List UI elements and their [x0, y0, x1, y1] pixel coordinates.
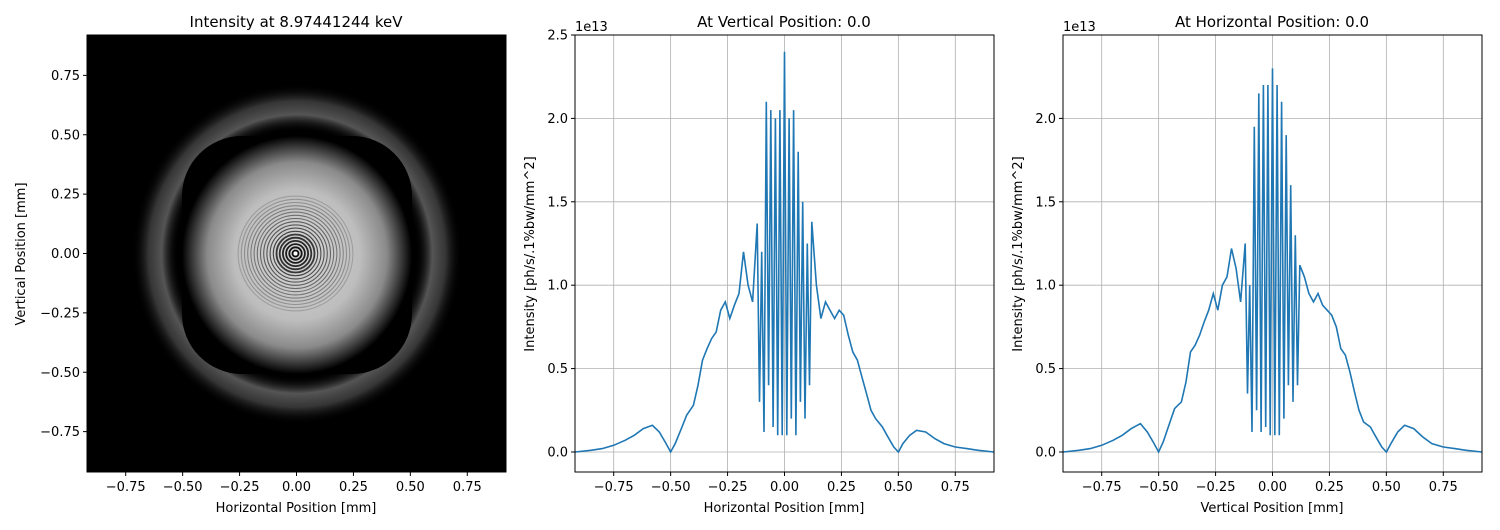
vertical-cut-y-tick-label: 1.5	[547, 195, 568, 210]
heatmap-ring	[243, 201, 348, 306]
heatmap-ring	[266, 224, 325, 283]
heatmap-ring	[263, 221, 328, 286]
heatmap-y-ticks: −0.75 −0.50 −0.25 0.00 0.25 0.50 0.75	[40, 69, 87, 440]
vertical-cut-offset-text: 1e13	[575, 20, 608, 35]
horizontal-cut-x-tick-label: 0.00	[1258, 480, 1287, 495]
heatmap-ring	[281, 239, 309, 267]
heatmap-ring	[240, 198, 351, 309]
heatmap-y-tick-label: −0.25	[40, 306, 80, 321]
heatmap-ring	[275, 233, 316, 274]
heatmap-beam-core	[182, 136, 412, 374]
heatmap-title: Intensity at 8.97441244 keV	[190, 13, 404, 31]
vertical-cut-x-tick-label: 0.00	[770, 480, 799, 495]
horizontal-cut-x-tick-label: −0.50	[1139, 480, 1179, 495]
vertical-cut-x-tick-label: 0.25	[827, 480, 856, 495]
heatmap-ring	[237, 195, 354, 312]
heatmap-x-tick-label: 0.75	[453, 480, 482, 495]
intensity-heatmap-panel: −0.75 −0.50 −0.25 0.00 0.25 0.50 0.75 −0.75−0.…	[14, 13, 507, 516]
vertical-cut-x-tick-label: −0.75	[594, 480, 634, 495]
horizontal-cut-y-tick-label: 2.0	[1035, 112, 1056, 127]
vertical-cut-x-tick-label: −0.50	[651, 480, 691, 495]
heatmap-y-tick-label: 0.25	[51, 188, 80, 203]
horizontal-cut-series-line	[1063, 68, 1482, 454]
vertical-cut-y-tick-label: 1.0	[547, 279, 568, 294]
horizontal-cut-y-tick-label: 0.5	[1035, 362, 1056, 377]
horizontal-cut-y-tick-label: 1.5	[1035, 195, 1056, 210]
horizontal-cut-panel: −0.75 −0.50 −0.25 0.00 0.25 0.50 0.75 0.0 0.5 1.…	[1011, 13, 1483, 516]
heatmap-y-tick-label: 0.50	[51, 128, 80, 143]
heatmap-ring	[278, 236, 313, 271]
vertical-cut-panel: −0.75 −0.50 −0.25 0.00 0.25 0.50 0.75 0.0 0.5 1.…	[523, 13, 995, 516]
heatmap-center-spot	[293, 251, 298, 256]
heatmap-ring	[291, 249, 300, 258]
heatmap-ring	[256, 214, 335, 293]
vertical-cut-series-line	[575, 51, 994, 454]
vertical-cut-y-ticks: 0.0 0.5 1.0 1.5 2.0 2.5	[547, 29, 575, 460]
horizontal-cut-x-ticks: −0.75 −0.50 −0.25 0.00 0.25 0.50 0.75	[1082, 472, 1458, 495]
heatmap-x-tick-label: −0.75	[106, 480, 146, 495]
heatmap-y-tick-label: 0.00	[51, 247, 80, 262]
vertical-cut-x-tick-label: 0.75	[941, 480, 970, 495]
horizontal-cut-title: At Horizontal Position: 0.0	[1175, 13, 1369, 31]
heatmap-rings	[237, 195, 354, 312]
vertical-cut-x-tick-label: −0.25	[708, 480, 748, 495]
heatmap-ring	[247, 205, 344, 302]
horizontal-cut-grid	[1063, 35, 1482, 472]
heatmap-ring	[272, 230, 319, 277]
vertical-cut-title: At Vertical Position: 0.0	[697, 13, 871, 31]
heatmap-x-tick-label: −0.25	[220, 480, 260, 495]
vertical-cut-y-tick-label: 2.0	[547, 112, 568, 127]
heatmap-x-tick-label: 0.00	[282, 480, 311, 495]
horizontal-cut-y-axis-label: Intensity [ph/s/.1%bw/mm^2]	[1011, 156, 1026, 351]
vertical-cut-y-tick-label: 0.5	[547, 362, 568, 377]
horizontal-cut-offset-text: 1e13	[1063, 20, 1096, 35]
horizontal-cut-x-tick-label: −0.25	[1196, 480, 1236, 495]
vertical-cut-y-axis-label: Intensity [ph/s/.1%bw/mm^2]	[523, 156, 538, 351]
horizontal-cut-x-tick-label: 0.25	[1315, 480, 1344, 495]
heatmap-x-axis-label: Horizontal Position [mm]	[216, 501, 377, 516]
vertical-cut-x-tick-label: 0.50	[884, 480, 913, 495]
vertical-cut-y-tick-label: 2.5	[547, 29, 568, 44]
heatmap-y-axis-label: Vertical Position [mm]	[14, 182, 29, 325]
heatmap-x-tick-label: 0.25	[339, 480, 368, 495]
heatmap-ring	[285, 243, 306, 264]
heatmap-x-ticks: −0.75 −0.50 −0.25 0.00 0.25 0.50 0.75	[106, 472, 482, 495]
vertical-cut-x-ticks: −0.75 −0.50 −0.25 0.00 0.25 0.50 0.75	[594, 472, 970, 495]
vertical-cut-x-axis-label: Horizontal Position [mm]	[704, 501, 865, 516]
heatmap-x-tick-label: −0.50	[163, 480, 203, 495]
horizontal-cut-x-tick-label: 0.50	[1372, 480, 1401, 495]
heatmap-x-tick-label: 0.50	[396, 480, 425, 495]
horizontal-cut-x-tick-label: 0.75	[1429, 480, 1458, 495]
heatmap-ring	[288, 246, 303, 261]
heatmap-ring	[259, 217, 332, 290]
horizontal-cut-y-tick-label: 1.0	[1035, 279, 1056, 294]
heatmap-y-tick-label: −0.50	[40, 366, 80, 381]
heatmap-y-tick-label: 0.75	[51, 69, 80, 84]
heatmap-ring	[250, 208, 341, 299]
horizontal-cut-y-ticks: 0.0 0.5 1.0 1.5 2.0	[1035, 112, 1063, 460]
vertical-cut-y-tick-label: 0.0	[547, 445, 568, 460]
heatmap-ring	[269, 227, 322, 280]
horizontal-cut-x-tick-label: −0.75	[1082, 480, 1122, 495]
heatmap-y-tick-label: −0.75	[40, 425, 80, 440]
horizontal-cut-y-tick-label: 0.0	[1035, 445, 1056, 460]
heatmap-image	[132, 84, 462, 424]
heatmap-ring	[253, 211, 338, 296]
horizontal-cut-x-axis-label: Vertical Position [mm]	[1200, 501, 1343, 516]
